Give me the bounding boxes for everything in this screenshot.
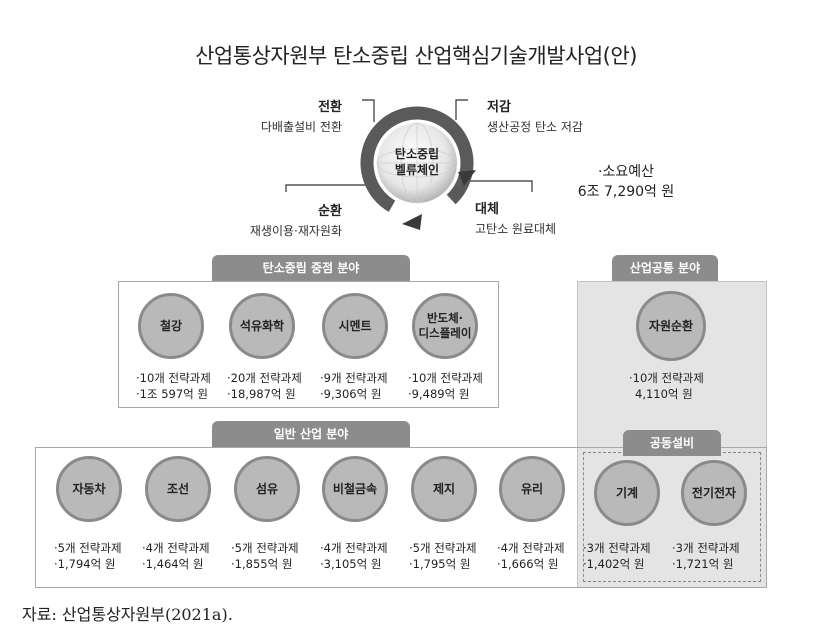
label-substitution-sub: 고탄소 원료대체 [475,222,557,236]
node-glass: 유리 [499,456,565,522]
center-line-1: 탄소중립 [394,147,440,161]
info-machinery: ·3개 전략과제 ·1,402억 원 [583,541,651,571]
node-paper: 제지 [411,456,477,522]
info-steel: ·10개 전략과제 ·1조 597억 원 [136,371,211,401]
value-chain-diagram [285,99,533,230]
label-reduction-sub: 생산공정 탄소 저감 [487,120,583,134]
node-steel: 철강 [138,293,204,359]
center-line-2: 벨류체인 [394,163,440,177]
info-nonferrous-metal: ·4개 전략과제 ·3,105억 원 [320,541,388,571]
shared-dashed-box [583,452,761,582]
node-textile: 섬유 [234,456,300,522]
node-resource-circulation: 자원순환 [636,291,706,361]
budget-value: 6조 7,290억 원 [577,184,675,200]
info-textile: ·5개 전략과제 ·1,855억 원 [231,541,299,571]
info-shipbuilding: ·4개 전략과제 ·1,464억 원 [142,541,210,571]
node-semiconductor-display: 반도체· 디스플레이 [412,293,478,359]
label-reduction-head: 저감 [487,100,511,115]
label-circulation-sub: 재생이용·재자원화 [249,224,342,238]
info-electrical-electronics: ·3개 전략과제 ·1,721억 원 [672,541,740,571]
cycle-ring [360,106,474,220]
label-conversion-sub: 다배출설비 전환 [260,120,342,134]
label-conversion: 전환 다배출설비 전환 [261,96,342,135]
info-automobile: ·5개 전략과제 ·1,794억 원 [54,541,122,571]
leader-lines [285,99,533,192]
info-paper: ·5개 전략과제 ·1,795억 원 [409,541,477,571]
node-nonferrous-metal: 비철금속 [322,456,388,522]
node-cement: 시멘트 [322,293,388,359]
info-glass: ·4개 전략과제 ·1,666억 원 [497,541,565,571]
info-resource-circulation: ·10개 전략과제 4,110억 원 [629,371,704,401]
node-electrical-electronics: 전기전자 [681,460,747,526]
shared-tab: 공동설비 [623,430,721,456]
label-substitution-head: 대체 [475,202,499,217]
node-machinery: 기계 [594,460,660,526]
label-conversion-head: 전환 [318,100,342,115]
info-semiconductor-display: ·10개 전략과제 ·9,489억 원 [408,371,483,401]
common-tab: 산업공통 분야 [612,255,718,281]
core-tab: 탄소중립 중점 분야 [212,255,410,281]
cycle-arrow-icon [458,170,476,186]
label-circulation-head: 순환 [318,204,342,219]
center-label: 탄소중립 벨류체인 [377,146,457,178]
general-panel [35,447,767,588]
label-reduction: 저감 생산공정 탄소 저감 [487,96,583,135]
node-automobile: 자동차 [56,456,122,522]
budget-label: ·소요예산 [598,164,654,180]
general-tab: 일반 산업 분야 [212,421,410,447]
info-petrochemical: ·20개 전략과제 ·18,987억 원 [227,371,302,401]
cycle-arrow-icon [402,214,422,230]
info-cement: ·9개 전략과제 ·9,306억 원 [320,371,388,401]
node-shipbuilding: 조선 [145,456,211,522]
budget-block: ·소요예산 6조 7,290억 원 [556,162,696,202]
label-substitution: 대체 고탄소 원료대체 [475,198,556,237]
source-note: 자료: 산업통상자원부(2021a). [22,605,233,624]
label-circulation: 순환 재생이용·재자원화 [250,200,342,239]
page-title: 산업통상자원부 탄소중립 산업핵심기술개발사업(안) [195,44,637,68]
node-petrochemical: 석유화학 [229,293,295,359]
